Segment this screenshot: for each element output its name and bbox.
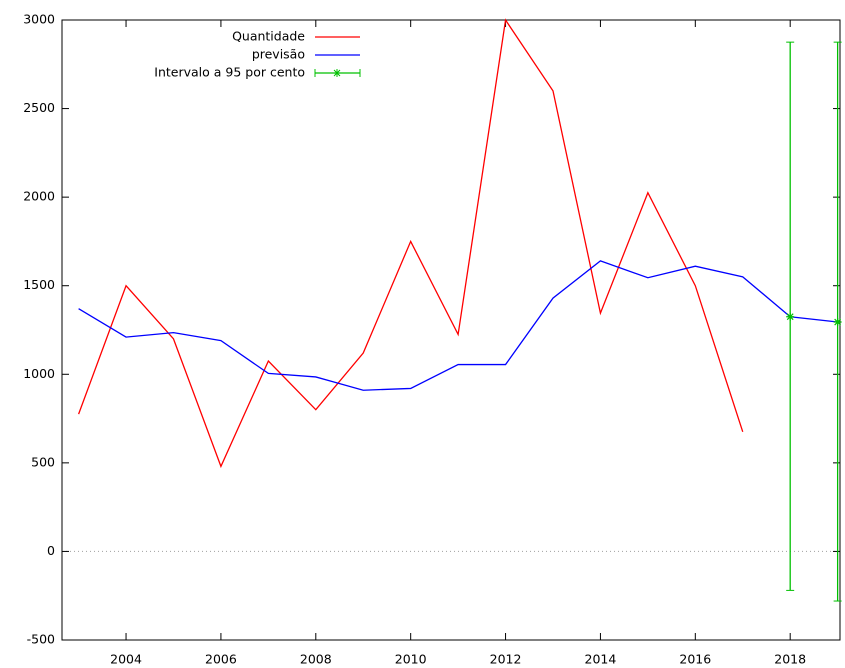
y-tick-label: -500 [27, 632, 55, 647]
x-tick-label: 2006 [205, 652, 237, 667]
y-tick-label: 2500 [23, 100, 55, 115]
legend-swatch [333, 69, 341, 77]
y-tick-label: 2000 [23, 189, 55, 204]
x-tick-label: 2010 [395, 652, 427, 667]
x-tick-label: 2014 [585, 652, 617, 667]
y-tick-label: 3000 [23, 12, 55, 27]
y-tick-label: 1000 [23, 366, 55, 381]
y-tick-label: 1500 [23, 277, 55, 292]
legend-label: Quantidade [232, 29, 305, 44]
series-line [78, 260, 838, 391]
point [833, 318, 842, 327]
y-tick-label: 500 [31, 454, 55, 469]
x-tick-label: 2008 [300, 652, 332, 667]
x-tick-label: 2012 [490, 652, 522, 667]
x-tick-label: 2004 [110, 652, 142, 667]
x-tick-label: 2016 [679, 652, 711, 667]
point [786, 312, 795, 321]
plot-border [61, 19, 841, 641]
x-tick-label: 2018 [774, 652, 806, 667]
y-tick-label: 0 [47, 543, 55, 558]
series-line [77, 18, 744, 469]
legend-label: previsão [252, 47, 305, 62]
legend-label: Intervalo a 95 por cento [154, 65, 305, 80]
